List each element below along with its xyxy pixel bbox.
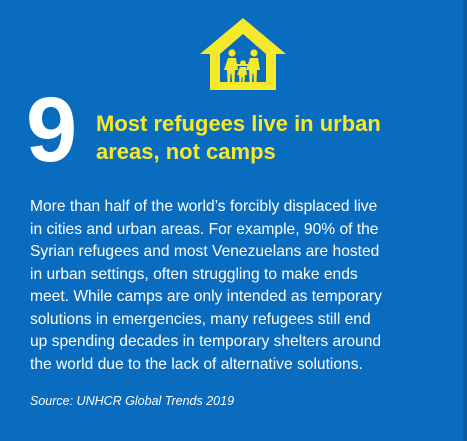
body-line: Syrian refugees and most Venezuelans are… xyxy=(30,243,380,260)
headline: Most refugees live in urban areas, not c… xyxy=(96,110,456,166)
house-with-family-icon xyxy=(200,18,286,90)
body-line: in cities and urban areas. For example, … xyxy=(30,220,379,238)
headline-line-2: areas, not camps xyxy=(96,139,276,164)
source-citation: Source: UNHCR Global Trends 2019 xyxy=(30,394,235,408)
body-line: in urban settings, often struggling to m… xyxy=(30,265,358,283)
body-paragraph: More than half of the world’s forcibly d… xyxy=(30,196,450,376)
body-line: solutions in emergencies, many refugees … xyxy=(30,310,371,328)
card-edge xyxy=(463,0,467,441)
body-line: meet. While camps are only intended as t… xyxy=(30,288,382,305)
headline-line-1: Most refugees live in urban xyxy=(96,111,381,136)
fact-number: 9 xyxy=(26,79,77,181)
body-line: More than half of the world’s forcibly d… xyxy=(30,198,378,215)
body-line: the world due to the lack of alternative… xyxy=(30,355,363,373)
body-line: up spending decades in temporary shelter… xyxy=(30,333,382,350)
